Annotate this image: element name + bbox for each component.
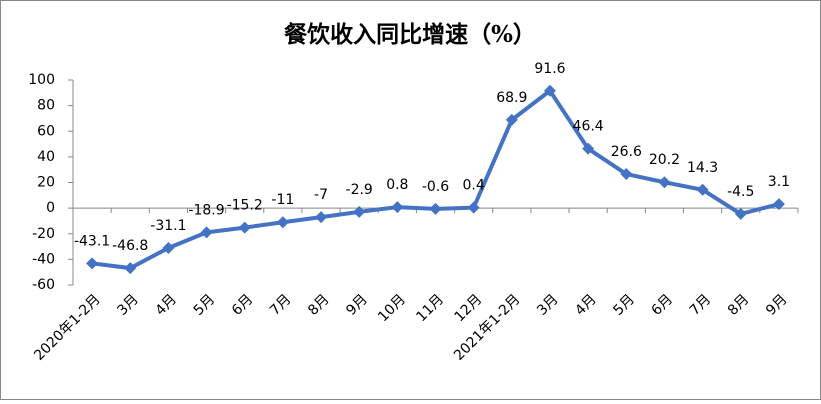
chart-title: 餐饮收入同比增速（%）	[284, 21, 536, 48]
y-tick-label: -20	[32, 226, 55, 242]
marker	[505, 113, 518, 126]
data-label: -11	[271, 192, 294, 208]
y-tick-label: 100	[28, 72, 55, 88]
marker	[696, 183, 709, 196]
data-label: -31.1	[150, 218, 186, 234]
marker	[467, 201, 480, 214]
data-label: -15.2	[227, 198, 263, 214]
data-label: 91.6	[534, 61, 565, 77]
data-label: -7	[314, 187, 328, 203]
marker	[86, 257, 99, 270]
data-label: -43.1	[74, 233, 110, 249]
marker	[429, 202, 442, 215]
data-label: 3.1	[768, 174, 790, 190]
marker	[772, 198, 785, 211]
marker	[200, 226, 213, 239]
data-label: -2.9	[346, 182, 373, 198]
y-tick-label: 60	[37, 123, 55, 139]
data-label: -18.9	[188, 202, 224, 218]
data-label: -46.8	[112, 238, 148, 254]
y-tick-label: -40	[32, 251, 55, 267]
marker	[315, 211, 328, 224]
data-label: -4.5	[727, 184, 754, 200]
marker	[543, 84, 556, 97]
y-tick-label: -60	[32, 277, 55, 293]
marker	[582, 142, 595, 155]
marker	[276, 216, 289, 229]
y-tick-label: 20	[37, 175, 55, 191]
y-tick-label: 40	[37, 149, 55, 165]
data-label: 46.4	[573, 119, 604, 135]
marker	[391, 201, 404, 214]
y-tick-label: 0	[46, 200, 55, 216]
marker	[658, 176, 671, 189]
data-label: 20.2	[649, 152, 680, 168]
data-label: 0.4	[463, 178, 485, 194]
marker	[353, 205, 366, 218]
marker	[238, 221, 251, 234]
marker	[620, 168, 633, 181]
data-label: 68.9	[496, 90, 527, 106]
marker	[734, 207, 747, 220]
marker	[124, 262, 137, 275]
data-label: 26.6	[611, 144, 642, 160]
marker	[162, 241, 175, 254]
data-label: -0.6	[422, 179, 449, 195]
y-tick-label: 80	[37, 98, 55, 114]
data-label: 14.3	[687, 160, 718, 176]
data-label: 0.8	[386, 177, 408, 193]
